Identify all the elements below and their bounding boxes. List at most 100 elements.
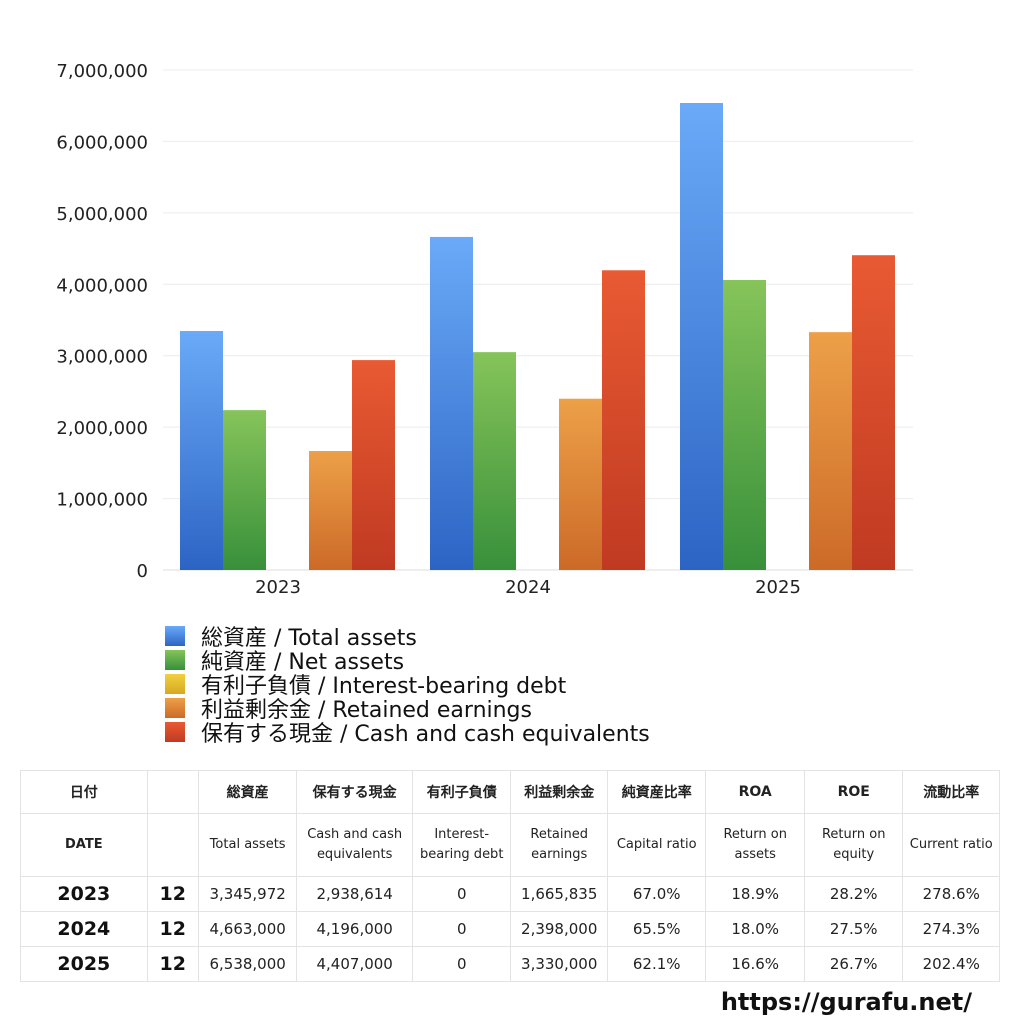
y-tick-label: 5,000,000 [56,204,148,225]
financial-table: 日付 総資産 保有する現金 有利子負債 利益剰余金 純資産比率 ROA ROE … [20,770,1000,982]
table-cell: 18.0% [705,911,805,947]
bars [180,103,895,570]
table-row: 2024 12 4,663,000 4,196,000 0 2,398,000 … [20,911,1000,947]
header-cell: 利益剰余金 [510,770,608,814]
header-cell: Retained earnings [510,813,608,877]
header-cell: 流動比率 [902,770,1000,814]
table-cell-year: 2025 [20,946,148,982]
table-cell: 18.9% [705,876,805,912]
table-cell: 3,330,000 [510,946,608,982]
table-cell: 67.0% [606,876,707,912]
table-row: 2023 12 3,345,972 2,938,614 0 1,665,835 … [20,876,1000,912]
header-cell: ROA [705,770,805,814]
table-cell: 16.6% [705,946,805,982]
table-cell: 0 [411,946,512,982]
table-header-jp: 日付 総資産 保有する現金 有利子負債 利益剰余金 純資産比率 ROA ROE … [20,770,1000,814]
legend-label: 総資産 / Total assets [201,626,417,651]
legend-swatch [165,626,185,646]
bar [559,398,602,570]
bar [473,352,516,570]
table-cell: 274.3% [902,911,1000,947]
legend-item: 有利子負債 / Interest-bearing debt [165,672,650,699]
table-cell: 4,407,000 [296,946,413,982]
bar [602,270,645,570]
table-cell-month: 12 [146,946,199,982]
header-cell: ROE [803,770,904,814]
table-cell: 28.2% [803,876,904,912]
y-tick-label: 1,000,000 [56,490,148,511]
bar [723,280,766,570]
bar [680,103,723,570]
table-cell: 0 [411,876,512,912]
x-tick-label: 2023 [255,577,301,598]
x-axis: 2023 2024 2025 [255,577,801,598]
table-cell-year: 2024 [20,911,148,947]
header-cell: Total assets [197,813,298,877]
header-cell: Cash and cash equivalents [296,813,413,877]
table-cell: 2,398,000 [510,911,608,947]
bar [223,410,266,570]
bar-chart: 0 1,000,000 2,000,000 3,000,000 4,000,000 5,0… [56,61,913,598]
bar [809,332,852,570]
bar [180,331,223,570]
table-header-en: DATE Total assets Cash and cash equivale… [20,813,1000,877]
y-tick-label: 7,000,000 [56,61,148,82]
header-cell: DATE [20,813,148,877]
header-cell: 純資産比率 [606,770,707,814]
legend-swatch [165,722,185,742]
bar [309,451,352,570]
legend-label: 利益剰余金 / Retained earnings [201,698,532,723]
legend-label: 有利子負債 / Interest-bearing debt [201,674,567,699]
legend-label: 純資産 / Net assets [201,650,405,675]
header-cell: 日付 [20,770,148,814]
legend-item: 利益剰余金 / Retained earnings [165,696,650,723]
table-cell: 4,196,000 [296,911,413,947]
header-cell [146,770,199,814]
site-url[interactable]: https://gurafu.net/ [720,988,972,1016]
table-row: 2025 12 6,538,000 4,407,000 0 3,330,000 … [20,946,1000,982]
legend-swatch [165,650,185,670]
table-cell: 26.7% [803,946,904,982]
table-cell: 1,665,835 [510,876,608,912]
table-cell: 3,345,972 [197,876,298,912]
grid-lines [163,69,913,571]
y-tick-label: 4,000,000 [56,275,148,296]
bar [352,360,395,570]
table-cell: 202.4% [902,946,1000,982]
legend: 総資産 / Total assets 純資産 / Net assets 有利子負債 … [165,624,650,747]
legend-item: 純資産 / Net assets [165,648,650,675]
bar [852,255,895,570]
table-cell: 62.1% [606,946,707,982]
legend-swatch [165,674,185,694]
table-cell: 4,663,000 [197,911,298,947]
table-cell: 27.5% [803,911,904,947]
table-cell: 2,938,614 [296,876,413,912]
table-cell: 65.5% [606,911,707,947]
header-cell: Return on equity [803,813,904,877]
legend-swatch [165,698,185,718]
y-axis: 0 1,000,000 2,000,000 3,000,000 4,000,000 5,0… [56,61,148,582]
legend-label: 保有する現金 / Cash and cash equivalents [201,722,650,747]
table-cell-year: 2023 [20,876,148,912]
header-cell: Return on assets [705,813,805,877]
x-tick-label: 2025 [755,577,801,598]
y-tick-label: 0 [137,561,148,582]
legend-item: 総資産 / Total assets [165,624,650,651]
header-cell [146,813,199,877]
header-cell: 保有する現金 [296,770,413,814]
header-cell: 有利子負債 [411,770,512,814]
header-cell: Interest-bearing debt [411,813,512,877]
table-cell-month: 12 [146,876,199,912]
legend-item: 保有する現金 / Cash and cash equivalents [165,720,650,747]
table-cell: 278.6% [902,876,1000,912]
table-cell: 0 [411,911,512,947]
header-cell: Current ratio [902,813,1000,877]
bar [430,236,473,570]
y-tick-label: 6,000,000 [56,132,148,153]
y-tick-label: 3,000,000 [56,347,148,368]
table-cell-month: 12 [146,911,199,947]
table-cell: 6,538,000 [197,946,298,982]
y-tick-label: 2,000,000 [56,418,148,439]
header-cell: Capital ratio [606,813,707,877]
x-tick-label: 2024 [505,577,551,598]
